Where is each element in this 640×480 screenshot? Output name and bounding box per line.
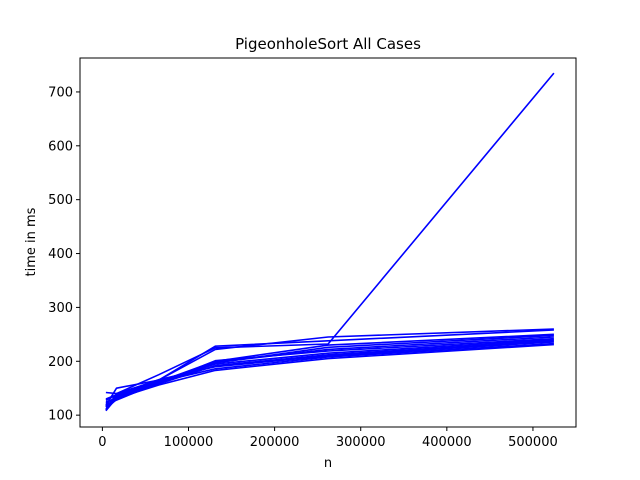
x-tick-label: 0: [98, 435, 106, 450]
plot-frame: [79, 57, 577, 428]
y-tick-label: 200: [48, 355, 73, 370]
series-line-3: [105, 328, 554, 395]
series-line-10: [105, 343, 554, 408]
chart-title: PigeonholeSort All Cases: [235, 35, 421, 53]
series-line-1: [105, 72, 555, 411]
x-axis: 0 100000 200000 300000 400000 500000: [98, 427, 558, 450]
x-axis-label: n: [324, 456, 332, 471]
x-tick-label: 200000: [250, 435, 300, 450]
y-tick-label: 500: [48, 193, 73, 208]
plot-lines: [105, 72, 555, 412]
y-axis: 100 200 300 400 500 600 700: [48, 85, 80, 424]
y-tick-label: 600: [48, 139, 73, 154]
y-tick-label: 100: [48, 409, 73, 424]
x-tick-label: 500000: [508, 435, 558, 450]
x-tick-label: 300000: [336, 435, 386, 450]
x-tick-label: 400000: [422, 435, 472, 450]
series-line-2: [105, 329, 554, 406]
x-tick-label: 100000: [164, 435, 214, 450]
y-axis-label: time in ms: [24, 207, 39, 276]
y-tick-label: 700: [48, 85, 73, 100]
series-line-12: [105, 337, 554, 410]
series-line-9: [105, 342, 554, 404]
y-tick-label: 400: [48, 247, 73, 262]
y-tick-label: 300: [48, 301, 73, 316]
